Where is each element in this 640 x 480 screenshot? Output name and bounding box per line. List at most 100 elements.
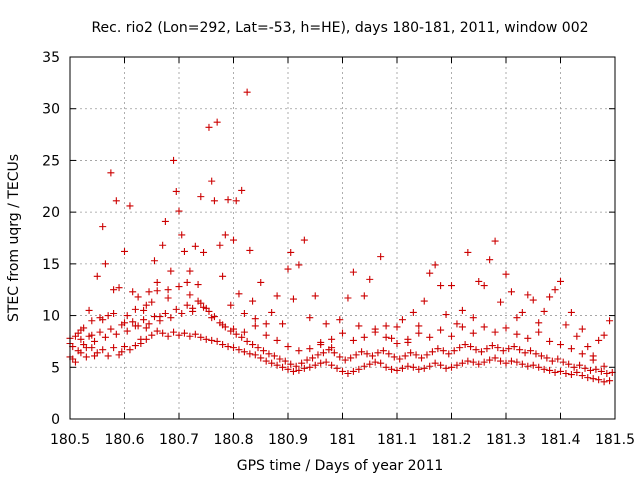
data-point <box>535 319 543 327</box>
data-point <box>437 282 445 290</box>
y-tick-label: 20 <box>42 205 60 221</box>
data-point <box>557 367 564 375</box>
data-point <box>159 241 167 249</box>
data-point <box>483 345 491 353</box>
data-point <box>349 367 357 375</box>
data-point <box>281 357 289 365</box>
data-point <box>355 322 363 330</box>
data-point <box>567 345 575 353</box>
data-point <box>494 344 502 352</box>
data-point <box>200 303 208 311</box>
data-point <box>344 294 352 302</box>
data-point <box>164 286 172 294</box>
data-point <box>249 297 257 305</box>
data-point <box>230 344 237 352</box>
data-point <box>426 362 434 370</box>
data-point <box>374 349 382 357</box>
data-point <box>110 286 118 294</box>
data-point <box>306 314 314 322</box>
data-point <box>197 299 205 307</box>
data-point <box>131 342 139 350</box>
data-point <box>480 323 488 331</box>
data-point <box>415 329 423 337</box>
data-point <box>355 365 363 373</box>
data-point <box>535 363 543 371</box>
data-point <box>295 261 303 269</box>
data-points <box>66 88 616 386</box>
data-point <box>295 347 303 355</box>
data-point <box>567 308 575 316</box>
data-point <box>442 311 450 319</box>
x-tick-label: 181 <box>329 432 356 448</box>
data-point <box>96 328 104 336</box>
data-point <box>333 364 341 372</box>
data-point <box>551 368 559 376</box>
data-point <box>328 344 336 352</box>
data-point <box>562 369 570 377</box>
data-point <box>404 335 412 343</box>
data-point <box>407 349 415 357</box>
data-point <box>148 298 156 306</box>
data-point <box>178 231 186 239</box>
data-point <box>546 293 554 301</box>
data-point <box>502 359 510 367</box>
data-point <box>537 352 545 360</box>
data-point <box>232 330 240 338</box>
data-point <box>270 352 278 360</box>
data-point <box>167 314 175 322</box>
data-point <box>431 359 439 367</box>
data-point <box>148 331 156 339</box>
data-point <box>486 256 494 264</box>
data-point <box>110 310 118 318</box>
data-point <box>319 349 327 357</box>
data-point <box>562 321 570 329</box>
data-point <box>194 281 202 289</box>
data-point <box>409 363 417 371</box>
data-point <box>398 316 406 324</box>
data-point <box>178 310 186 318</box>
data-point <box>121 343 128 351</box>
data-point <box>262 357 270 365</box>
data-point <box>497 357 505 365</box>
data-point <box>578 350 586 358</box>
data-point <box>93 272 101 280</box>
data-point <box>339 329 346 337</box>
data-point <box>567 371 575 379</box>
data-point <box>426 269 434 277</box>
data-point <box>524 334 532 342</box>
data-point <box>180 247 188 255</box>
data-point <box>328 335 336 343</box>
data-point <box>145 320 153 328</box>
data-point <box>268 359 276 367</box>
data-point <box>377 359 385 367</box>
data-point <box>469 329 477 337</box>
data-point <box>600 331 608 339</box>
data-point <box>529 296 537 304</box>
data-point <box>480 282 488 290</box>
data-point <box>540 365 548 373</box>
data-point <box>156 317 164 325</box>
data-point <box>88 317 96 325</box>
data-point <box>311 361 319 369</box>
data-point <box>88 331 96 339</box>
data-point <box>505 345 513 353</box>
data-point <box>251 315 259 323</box>
data-point <box>191 330 199 338</box>
data-point <box>382 322 390 330</box>
data-point <box>349 336 357 344</box>
data-point <box>208 336 216 344</box>
data-point <box>112 197 120 205</box>
data-point <box>306 363 314 371</box>
data-point <box>499 347 507 355</box>
data-point <box>437 361 445 369</box>
data-point <box>104 312 112 320</box>
y-tick-label: 10 <box>42 309 60 325</box>
data-point <box>352 351 360 359</box>
data-point <box>183 278 191 286</box>
data-point <box>554 355 562 363</box>
data-point <box>273 292 281 300</box>
data-point <box>469 358 477 366</box>
data-point <box>456 344 464 352</box>
data-point <box>349 268 357 276</box>
